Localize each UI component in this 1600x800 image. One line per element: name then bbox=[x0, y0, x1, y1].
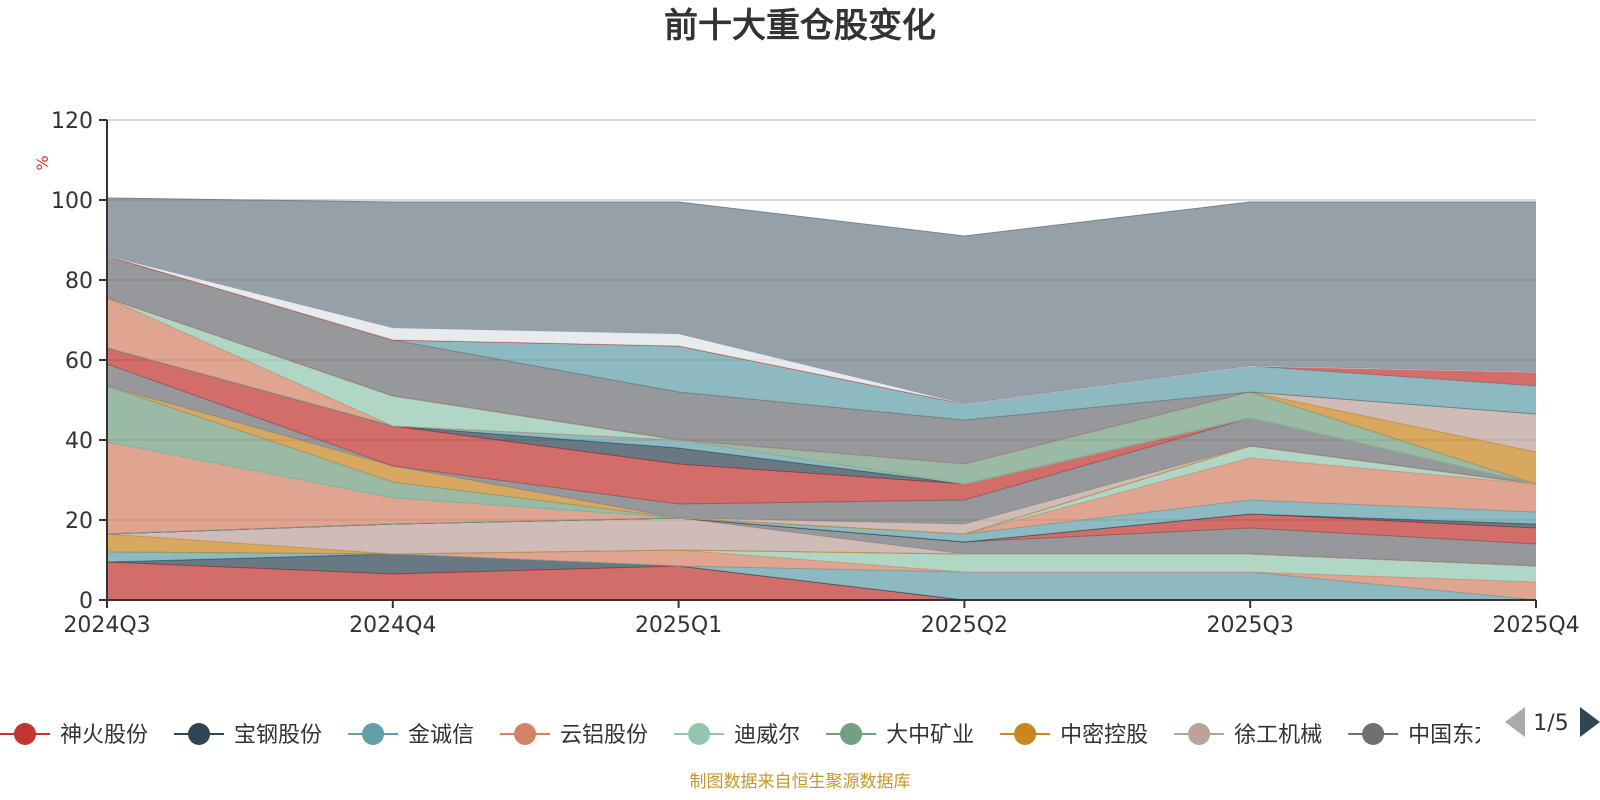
legend-marker bbox=[14, 723, 36, 745]
x-tick-label: 2024Q4 bbox=[349, 613, 436, 638]
legend-label: 徐工机械 bbox=[1234, 723, 1322, 748]
area-series-12[interactable] bbox=[107, 442, 1536, 534]
x-tick-label: 2025Q4 bbox=[1492, 613, 1579, 638]
area-series-26[interactable] bbox=[107, 256, 1536, 464]
legend-item[interactable]: 宝钢股份 bbox=[174, 723, 322, 748]
area-series-8[interactable] bbox=[107, 518, 1536, 566]
legend: 神火股份 宝钢股份 金诚信 云铝股份 迪威尔 大中矿业 中密控股 徐工机械 中国东方 bbox=[0, 723, 1496, 748]
area-series-4[interactable] bbox=[107, 550, 1536, 582]
legend-item[interactable]: 云铝股份 bbox=[500, 723, 648, 748]
area-series-line-30 bbox=[106, 197, 1536, 237]
legend-marker bbox=[1188, 723, 1211, 745]
legend-label: 迪威尔 bbox=[734, 723, 800, 748]
area-series-27[interactable] bbox=[107, 256, 1536, 420]
legend-page-indicator: 1/5 bbox=[1533, 711, 1568, 736]
legend-marker bbox=[188, 723, 211, 745]
legend-label: 神火股份 bbox=[60, 723, 148, 748]
area-series-17[interactable] bbox=[107, 364, 1536, 524]
area-layer bbox=[106, 197, 1537, 601]
area-series-7[interactable] bbox=[107, 518, 1536, 566]
legend-marker bbox=[514, 723, 537, 745]
y-tick-label: 0 bbox=[79, 589, 93, 614]
legend-item[interactable]: 金诚信 bbox=[348, 723, 474, 748]
legend-marker bbox=[688, 723, 711, 745]
source-note: 制图数据来自恒生聚源数据库 bbox=[690, 772, 911, 792]
legend-label: 云铝股份 bbox=[560, 723, 648, 748]
y-tick-label: 40 bbox=[65, 429, 93, 454]
x-tick-label: 2025Q3 bbox=[1207, 613, 1294, 638]
area-series-29[interactable] bbox=[107, 256, 1536, 404]
legend-label: 大中矿业 bbox=[886, 723, 974, 748]
legend-pager: 1/5 bbox=[1505, 707, 1600, 737]
area-series-14[interactable] bbox=[107, 386, 1536, 534]
legend-label: 金诚信 bbox=[408, 723, 474, 748]
legend-marker bbox=[1362, 723, 1385, 745]
area-series-1[interactable] bbox=[107, 554, 1536, 600]
area-series-11[interactable] bbox=[107, 500, 1536, 542]
legend-item[interactable]: 中国东方 bbox=[1348, 723, 1496, 748]
y-axis-label: % bbox=[33, 155, 52, 170]
y-tick-label: 120 bbox=[51, 109, 93, 134]
legend-label: 中密控股 bbox=[1060, 723, 1148, 748]
y-tick-label: 60 bbox=[65, 349, 93, 374]
legend-label: 宝钢股份 bbox=[234, 723, 322, 748]
legend-marker bbox=[1014, 723, 1037, 745]
legend-next-icon[interactable] bbox=[1580, 707, 1600, 737]
legend-item[interactable]: 大中矿业 bbox=[826, 723, 974, 748]
legend-marker bbox=[362, 723, 385, 745]
legend-marker bbox=[840, 723, 863, 745]
legend-item[interactable]: 迪威尔 bbox=[674, 723, 800, 748]
chart-title: 前十大重仓股变化 bbox=[664, 6, 936, 46]
legend-label: 中国东方 bbox=[1408, 723, 1496, 748]
area-series-30[interactable] bbox=[107, 198, 1536, 404]
legend-items: 神火股份 宝钢股份 金诚信 云铝股份 迪威尔 大中矿业 中密控股 徐工机械 中国东方 bbox=[0, 723, 1496, 748]
x-tick-label: 2025Q1 bbox=[635, 613, 722, 638]
area-series-2[interactable] bbox=[107, 552, 1536, 600]
area-series-0[interactable] bbox=[107, 562, 1536, 600]
y-tick-label: 100 bbox=[51, 189, 93, 214]
x-tick-label: 2025Q2 bbox=[921, 613, 1008, 638]
legend-item[interactable]: 中密控股 bbox=[1000, 723, 1148, 748]
y-tick-label: 80 bbox=[65, 269, 93, 294]
legend-prev-icon[interactable] bbox=[1505, 707, 1525, 737]
legend-item[interactable]: 神火股份 bbox=[0, 723, 148, 748]
legend-item[interactable]: 徐工机械 bbox=[1174, 723, 1322, 748]
axis-layer: 0 20 40 60 80 100 120 2024Q3 2024Q4 2025Q1 2025Q2 2… bbox=[51, 109, 1580, 638]
area-series-18[interactable] bbox=[107, 348, 1536, 504]
y-tick-label: 20 bbox=[65, 509, 93, 534]
x-tick-label: 2024Q3 bbox=[63, 613, 150, 638]
